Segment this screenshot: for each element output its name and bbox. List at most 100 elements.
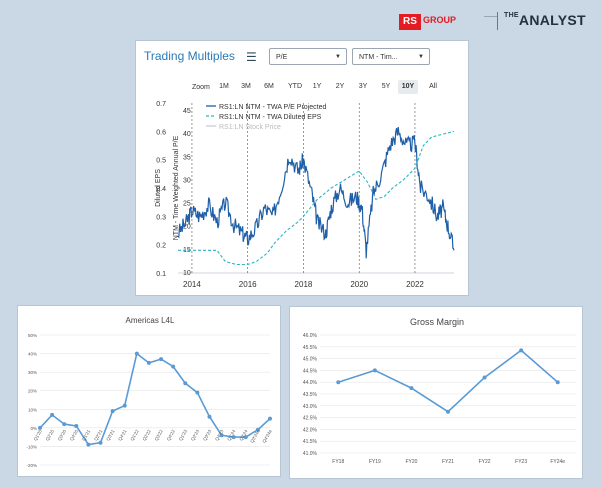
legend-entry: RS1:LN NTM - TWA Diluted EPS [219,114,322,121]
data-point [146,360,151,365]
series-line-1 [178,130,455,266]
data-point [243,435,248,440]
y-tick-label: 44.5% [303,368,318,374]
data-point [555,380,560,385]
x-tick-label: Q2'23 [190,428,201,441]
y-tick-label: 45.5% [303,345,318,351]
y-tick-label: -20% [26,463,37,468]
zoom-button-3m[interactable]: 3M [241,83,251,90]
x-tick-label: FY24e [550,459,565,465]
y-tick-label: 46.0% [303,333,318,339]
chevron-down-icon: ▼ [418,54,424,60]
y-tick-label: 0% [30,426,37,431]
chevron-down-icon: ▼ [335,54,341,60]
x-tick-label: FY19 [369,459,381,465]
chart-title: Americas L4L [126,316,175,325]
x-tick-label: Q1'20 [33,428,44,441]
zoom-button-1y[interactable]: 1Y [312,83,322,90]
x-tick-label: FY21 [442,459,454,465]
y-tick-label: 41.5% [303,439,318,445]
gross-margin-panel: Gross Margin 41.0% 41.5% 42.0% 42.5% 43.0% 43.… [289,306,583,479]
data-point [195,390,200,395]
y-right-tick-label: 45 [183,108,191,115]
data-point [50,412,55,417]
y-right-tick-label: 20 [183,224,191,231]
menu-icon[interactable]: ☰ [246,50,257,64]
analyst-prefix: THE [504,12,519,19]
brand-line [484,16,498,17]
legend-entry: RS1:LN NTM - TWA P/E Projected [219,104,326,111]
data-point [183,381,188,386]
x-tick-label: FY23 [515,459,527,465]
data-point [62,422,67,427]
brand-header: RS GROUP THEANALYST [0,0,602,40]
data-point [409,386,414,391]
y-tick-label: 43.5% [303,392,318,398]
x-tick-label: Q3'24e [249,428,261,443]
y-left-tick-label: 0.3 [156,214,166,221]
y-right-tick-label: 25 [183,201,191,208]
the-analyst-logo: THEANALYST [504,12,586,28]
y-tick-label: 41.0% [303,451,318,457]
x-tick-label: Q2'21 [93,428,104,441]
metric-select[interactable]: P/E ▼ [269,48,347,65]
zoom-button-all[interactable]: All [429,83,437,90]
series-line [39,352,271,446]
y-right-tick-label: 30 [183,177,191,184]
y-tick-label: 42.5% [303,416,318,422]
data-point [231,435,236,440]
y-tick-label: 44.0% [303,380,318,386]
y-left-tick-label: 0.6 [156,129,166,136]
x-tick-label: Q3'20 [57,428,68,441]
y-left-tick-label: 0.5 [156,158,166,165]
x-tick-label: 2018 [295,280,313,289]
data-point [38,425,42,430]
zoom-button-5y[interactable]: 5Y [381,83,391,90]
y-right-tick-label: 10 [183,270,191,277]
y-right-tick-label: 35 [183,154,191,161]
period-select[interactable]: NTM - Tim... ▼ [352,48,430,65]
zoom-button-ytd[interactable]: YTD [288,83,302,90]
pe-chart: 2014 2016 2018 2020 2022 0.1 0.2 0.3 0.4 0.5 0.6 0.… [155,101,455,289]
zoom-button-1m[interactable]: 1M [219,83,229,90]
x-tick-label: FY22 [479,459,491,465]
x-tick-label: Q2'24 [238,428,249,441]
y-tick-label: 20% [28,389,37,394]
trading-multiples-title: Trading Multiples [144,49,235,63]
legend-entry: RS1:LN Stock Price [219,124,281,131]
y-left-tick-label: 0.1 [156,271,166,278]
x-tick-label: Q4'22 [166,428,177,441]
x-tick-label: Q3'23 [202,428,213,441]
data-point [219,433,224,438]
x-tick-label: 2014 [183,280,201,289]
y-tick-label: 30% [28,370,37,375]
x-tick-label: Q1'21 [81,428,92,441]
x-tick-label: Q3'21 [105,428,116,441]
data-point [482,375,487,380]
data-point [122,403,127,408]
data-point [255,427,260,432]
data-point [159,357,164,362]
x-tick-label: Q4'20 [69,428,80,441]
x-tick-label: Q2'20 [45,428,56,441]
y-right-axis-label: NTM - Time Weighted Annual P/E [173,135,180,240]
brand-separator [497,12,498,30]
americas-l4l-panel: Americas L4L -20% -10% 0% 10% 20% 30% 40% 50% Q1'… [17,305,281,477]
y-left-tick-label: 0.4 [156,186,166,193]
x-tick-label: Q2'22 [142,428,153,441]
data-point [268,416,272,421]
zoom-button-6m[interactable]: 6M [264,83,274,90]
data-point [171,364,176,369]
chart-title: Gross Margin [410,317,464,327]
x-tick-label: Q4'21 [117,428,128,441]
y-right-tick-label: 40 [183,131,191,138]
zoom-button-2y[interactable]: 2Y [335,83,345,90]
analyst-name: ANALYST [518,12,586,28]
zoom-button-3y[interactable]: 3Y [358,83,368,90]
y-left-tick-label: 0.7 [156,101,166,108]
data-point [98,440,103,445]
zoom-button-10y[interactable]: 10Y [398,80,418,94]
data-point [336,380,341,385]
x-tick-label: Q1'24 [226,428,237,441]
x-tick-label: FY18 [332,459,344,465]
